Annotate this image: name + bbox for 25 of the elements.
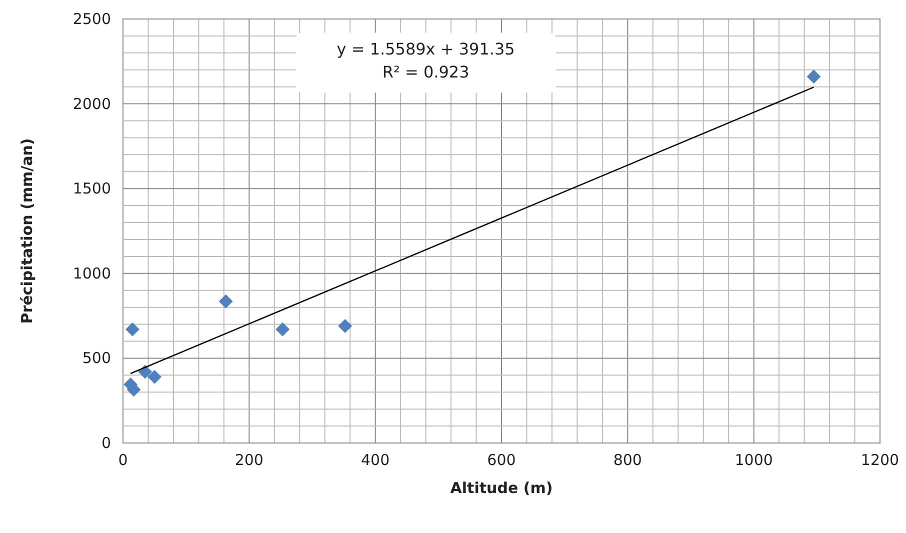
y-tick-label: 2500 — [72, 10, 111, 28]
x-tick-label: 400 — [361, 451, 390, 469]
y-tick-label: 2000 — [72, 94, 111, 113]
y-tick-label: 1500 — [72, 180, 111, 198]
point — [148, 370, 162, 384]
y-axis-title: Précipitation (mm/an) — [18, 138, 36, 324]
point — [218, 294, 233, 308]
x-tick-label: 800 — [613, 451, 642, 469]
x-tick-label: 0 — [118, 451, 128, 469]
annotation: R² = 0.923 — [382, 62, 470, 82]
point — [338, 318, 352, 333]
x-axis-title: Altitude (m) — [450, 479, 553, 497]
point — [806, 70, 821, 84]
x-tick-label: 1000 — [734, 451, 773, 469]
point — [138, 364, 152, 379]
point — [276, 322, 290, 336]
y-tick-label: 1000 — [72, 264, 111, 282]
point — [125, 322, 140, 336]
equation-box: y = 1.5589x + 391.35 R² = 0.923 — [296, 32, 556, 93]
annotation: y = 1.5589x + 391.35 — [336, 40, 515, 59]
x-tick-label: 600 — [487, 451, 516, 469]
x-tick-label: 1200 — [860, 451, 900, 469]
y-tick-label: 500 — [82, 349, 111, 368]
x-tick-label: 200 — [234, 451, 264, 469]
y-tick-label: 0 — [101, 434, 111, 452]
